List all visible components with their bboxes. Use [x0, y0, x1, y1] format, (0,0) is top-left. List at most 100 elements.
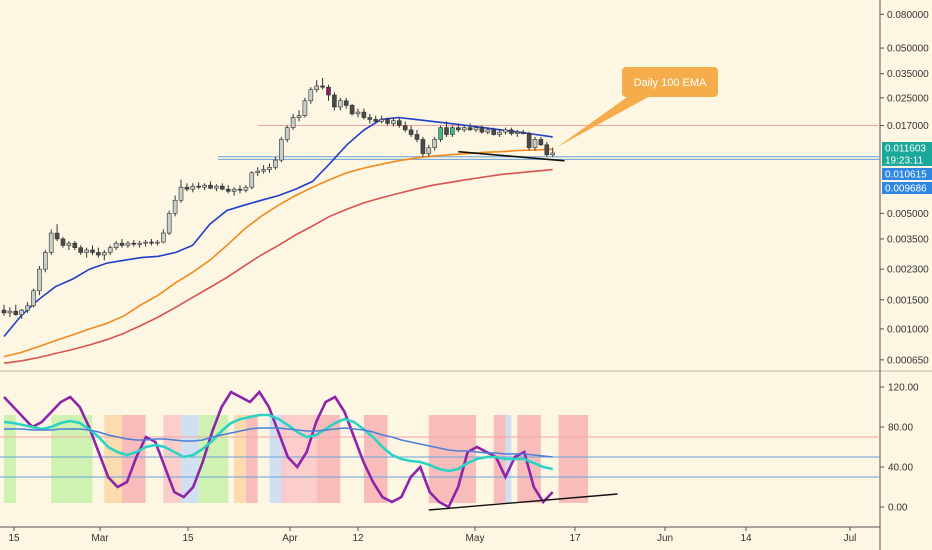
price-tick-label: 0.080000: [887, 10, 929, 21]
candle-body: [172, 199, 178, 214]
candle-body: [190, 185, 196, 190]
candle-body: [544, 144, 550, 156]
candle-body: [326, 86, 331, 96]
candle-body: [273, 159, 278, 168]
candle-body: [255, 170, 260, 174]
price-tag: [882, 154, 932, 166]
candle-body: [444, 127, 449, 135]
time-tick-label: Apr: [282, 533, 298, 544]
signal-band: [245, 415, 258, 503]
signal-band: [122, 415, 146, 503]
time-tick-label: 15: [182, 533, 194, 544]
time-tick-label: Jun: [657, 533, 673, 544]
candle-body: [308, 89, 314, 102]
price-tag-label: 0.011603: [885, 144, 926, 155]
candle-body: [84, 249, 89, 253]
osc-tick-label: 0.00: [888, 503, 908, 514]
time-tick-label: Mar: [91, 533, 109, 544]
candle-body: [450, 127, 455, 135]
candle-body: [373, 119, 379, 122]
candle-body: [1, 309, 7, 314]
candle-body: [391, 120, 396, 124]
candle-body: [385, 119, 390, 124]
candle-body: [538, 139, 544, 146]
candle-body: [231, 188, 237, 192]
candle-body: [473, 127, 479, 131]
candle-body: [54, 232, 60, 240]
candle-body: [367, 117, 373, 120]
candle-body: [243, 186, 249, 191]
candle-body: [107, 247, 113, 253]
candle-body: [208, 184, 213, 189]
price-tick-label: 0.050000: [887, 44, 929, 55]
price-tick-label: 0.003500: [887, 234, 929, 245]
price-tag-label: 19:23:11: [885, 156, 924, 167]
candle-body: [178, 186, 184, 201]
price-tag: [882, 168, 932, 180]
moving-average-line-2: [3, 168, 553, 364]
candle-body: [267, 166, 272, 170]
candle-body: [426, 147, 432, 154]
candle-body: [249, 172, 255, 188]
candle-body: [296, 115, 302, 118]
signal-band: [363, 415, 388, 503]
candle-body: [432, 139, 438, 148]
osc-tick-label: 120.00: [888, 383, 919, 394]
callout-pointer: [556, 95, 652, 148]
candle-body: [196, 185, 201, 188]
candle-body: [42, 252, 48, 270]
candle-body: [202, 184, 207, 188]
candle-body: [137, 242, 142, 245]
price-tick-label: 0.001500: [887, 295, 929, 306]
candle-body: [302, 100, 308, 116]
candle-body: [90, 249, 95, 253]
oscillator-line-1: [3, 413, 553, 473]
candle-body: [461, 127, 467, 131]
candle-body: [361, 111, 367, 118]
trendline: [458, 150, 565, 162]
candle-body: [497, 131, 502, 135]
signal-band: [104, 415, 122, 503]
price-tick-label: 0.025000: [887, 93, 929, 104]
annotation-box: [622, 67, 718, 97]
price-tick-label: 0.005000: [887, 209, 929, 220]
price-tag: [882, 182, 932, 194]
candle-body: [503, 129, 508, 133]
time-tick-label: 14: [740, 533, 752, 544]
candle-body: [402, 125, 408, 131]
candle-body: [491, 129, 497, 135]
candle-body: [455, 127, 461, 131]
candle-body: [514, 131, 520, 134]
candle-body: [532, 139, 538, 148]
candle-body: [166, 213, 172, 234]
candle-body: [320, 85, 325, 88]
candle-body: [78, 247, 83, 253]
candle-body: [343, 100, 349, 106]
candle-body: [161, 232, 166, 243]
moving-average-line-1: [3, 148, 553, 358]
time-tick-label: 15: [8, 533, 20, 544]
candle-body: [25, 305, 30, 311]
time-tick-label: 12: [352, 533, 364, 544]
oscillator-line-2: [4, 427, 553, 458]
candle-body: [102, 252, 107, 256]
candle-body: [72, 242, 78, 248]
candle-body: [113, 242, 119, 248]
candle-body: [237, 188, 243, 191]
candle-body: [526, 133, 532, 148]
oscillator-trendline: [428, 493, 618, 511]
candle-body: [155, 241, 160, 244]
oscillator-line-0: [3, 389, 554, 509]
candle-body: [125, 242, 131, 246]
osc-tick-label: 40.00: [888, 463, 913, 474]
signal-band: [428, 415, 476, 503]
signal-band: [4, 415, 16, 503]
candle-body: [550, 152, 556, 156]
signal-band: [234, 415, 246, 503]
candle-body: [479, 127, 485, 133]
candle-body: [355, 111, 361, 115]
candle-body: [337, 100, 343, 108]
price-tag-label: 0.010615: [885, 170, 927, 181]
